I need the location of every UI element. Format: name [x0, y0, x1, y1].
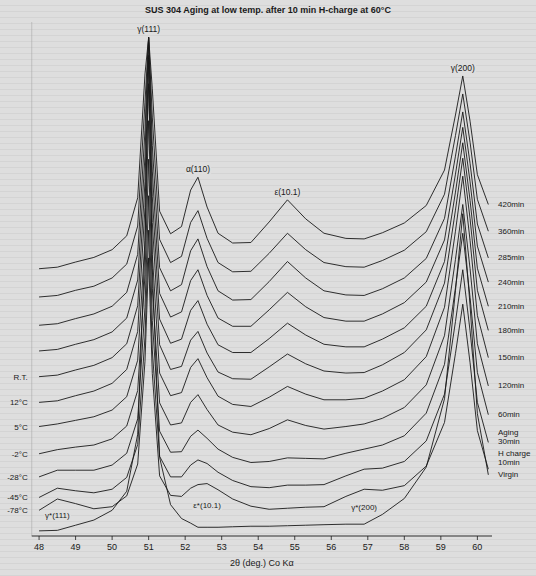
label-patch	[273, 187, 301, 197]
x-tick	[367, 536, 368, 540]
diffraction-curve	[39, 159, 488, 454]
x-tick-label: 50	[107, 542, 117, 552]
temperature-labels: -78°C -45°C -28°C -2°C 5°C 12°C R.T.	[7, 373, 28, 516]
chart: SUS 304 Aging at low temp. after 10 min …	[0, 0, 536, 576]
x-tick	[75, 536, 76, 540]
diffraction-curve	[39, 84, 488, 403]
x-tick	[294, 536, 295, 540]
label-patch	[44, 511, 71, 520]
series-label-line: 150min	[498, 353, 524, 362]
series-label-line: 420min	[498, 200, 524, 209]
series-label: Virgin	[498, 470, 518, 479]
temperature-label: -45°C	[7, 493, 28, 502]
x-tick	[112, 536, 113, 540]
series-label-line: 240min	[498, 278, 524, 287]
x-tick-label: 60	[472, 542, 482, 552]
x-tick	[39, 536, 40, 540]
series-label: 420min	[498, 200, 524, 209]
label-patch	[136, 24, 161, 34]
series-label-line: 360min	[498, 227, 524, 236]
x-tick-label: 54	[253, 542, 263, 552]
diffraction-curve	[39, 58, 488, 377]
series-label: 180min	[498, 326, 524, 335]
diffraction-curve	[39, 196, 488, 477]
label-patch	[185, 164, 211, 174]
series-label-line: 30min	[498, 437, 520, 446]
label-patch	[350, 503, 378, 512]
temperature-label: -78°C	[7, 506, 28, 515]
series-label: Aging30min	[498, 428, 520, 446]
series-label-line: H charge	[498, 449, 531, 458]
series-label-line: 285min	[498, 253, 524, 262]
x-tick-label: 58	[399, 542, 409, 552]
temperature-label: -28°C	[7, 473, 28, 482]
x-tick-label: 59	[436, 542, 446, 552]
series-label: 150min	[498, 353, 524, 362]
x-tick-label: 48	[34, 542, 44, 552]
diffraction-curve	[39, 37, 488, 297]
x-tick	[404, 536, 405, 540]
x-tick-label: 51	[144, 542, 154, 552]
curves	[39, 37, 488, 530]
diffraction-curve	[39, 121, 488, 427]
temperature-label: -2°C	[12, 450, 28, 459]
diffraction-curve	[39, 37, 488, 268]
x-tick-label: 52	[180, 542, 190, 552]
x-tick-label: 55	[290, 542, 300, 552]
x-tick	[258, 536, 259, 540]
x-axis-title: 2θ (deg.) Co Kα	[230, 558, 294, 568]
x-tick	[440, 536, 441, 540]
x-axis-line	[32, 536, 492, 537]
temperature-label: 12°C	[10, 398, 28, 407]
temperature-label: R.T.	[14, 373, 28, 382]
x-axis: 48 49 50 51 52 53 54 55 56 57 58 59 60	[32, 536, 492, 552]
x-tick	[148, 536, 149, 540]
peak-label: ε(10.1)	[274, 187, 300, 197]
hydride-peak-label: γ*(200)	[351, 503, 377, 512]
series-label: H charge10min	[498, 449, 531, 467]
x-tick-label: 53	[217, 542, 227, 552]
temperature-label: 5°C	[14, 423, 28, 432]
peak-label: γ(200)	[451, 63, 475, 73]
diffraction-curve	[39, 55, 488, 530]
series-label: 360min	[498, 227, 524, 236]
series-label: 120min	[498, 381, 524, 390]
series-label-line: 180min	[498, 326, 524, 335]
x-tick	[331, 536, 332, 540]
series-label: 60min	[498, 410, 520, 419]
series-label-line: 10min	[498, 458, 520, 467]
series-label-line: 210min	[498, 302, 524, 311]
title: SUS 304 Aging at low temp. after 10 min …	[145, 5, 391, 15]
diffraction-curve	[39, 37, 488, 351]
hydride-peak-label: ε*(10.1)	[193, 501, 221, 510]
series-label-line: Virgin	[498, 470, 518, 479]
series-label-line: 60min	[498, 410, 520, 419]
diffraction-curve	[39, 230, 488, 497]
x-tick	[185, 536, 186, 540]
diffraction-curve	[39, 37, 488, 325]
series-label: 285min	[498, 253, 524, 262]
label-patch	[192, 501, 222, 510]
label-patch	[450, 63, 476, 73]
series-label: 210min	[498, 302, 524, 311]
peak-labels: γ(111) α(110) ε(10.1) γ(200) γ*(111) ε*(10.1)…	[44, 24, 476, 519]
series-labels: Virgin H charge10min Aging30min 60min 120min…	[498, 200, 531, 479]
y-axis	[31, 22, 32, 536]
hydride-peak-label: γ*(111)	[45, 511, 70, 520]
peak-label: α(110)	[186, 164, 210, 174]
peak-label: γ(111)	[137, 24, 160, 34]
x-tick-label: 57	[363, 542, 373, 552]
series-label-line: 120min	[498, 381, 524, 390]
background	[0, 0, 536, 576]
x-tick-label: 49	[71, 542, 81, 552]
diffraction-curve	[39, 258, 488, 510]
x-tick	[221, 536, 222, 540]
series-label-line: Aging	[498, 428, 518, 437]
x-tick	[477, 536, 478, 540]
series-label: 240min	[498, 278, 524, 287]
x-tick-label: 56	[326, 542, 336, 552]
